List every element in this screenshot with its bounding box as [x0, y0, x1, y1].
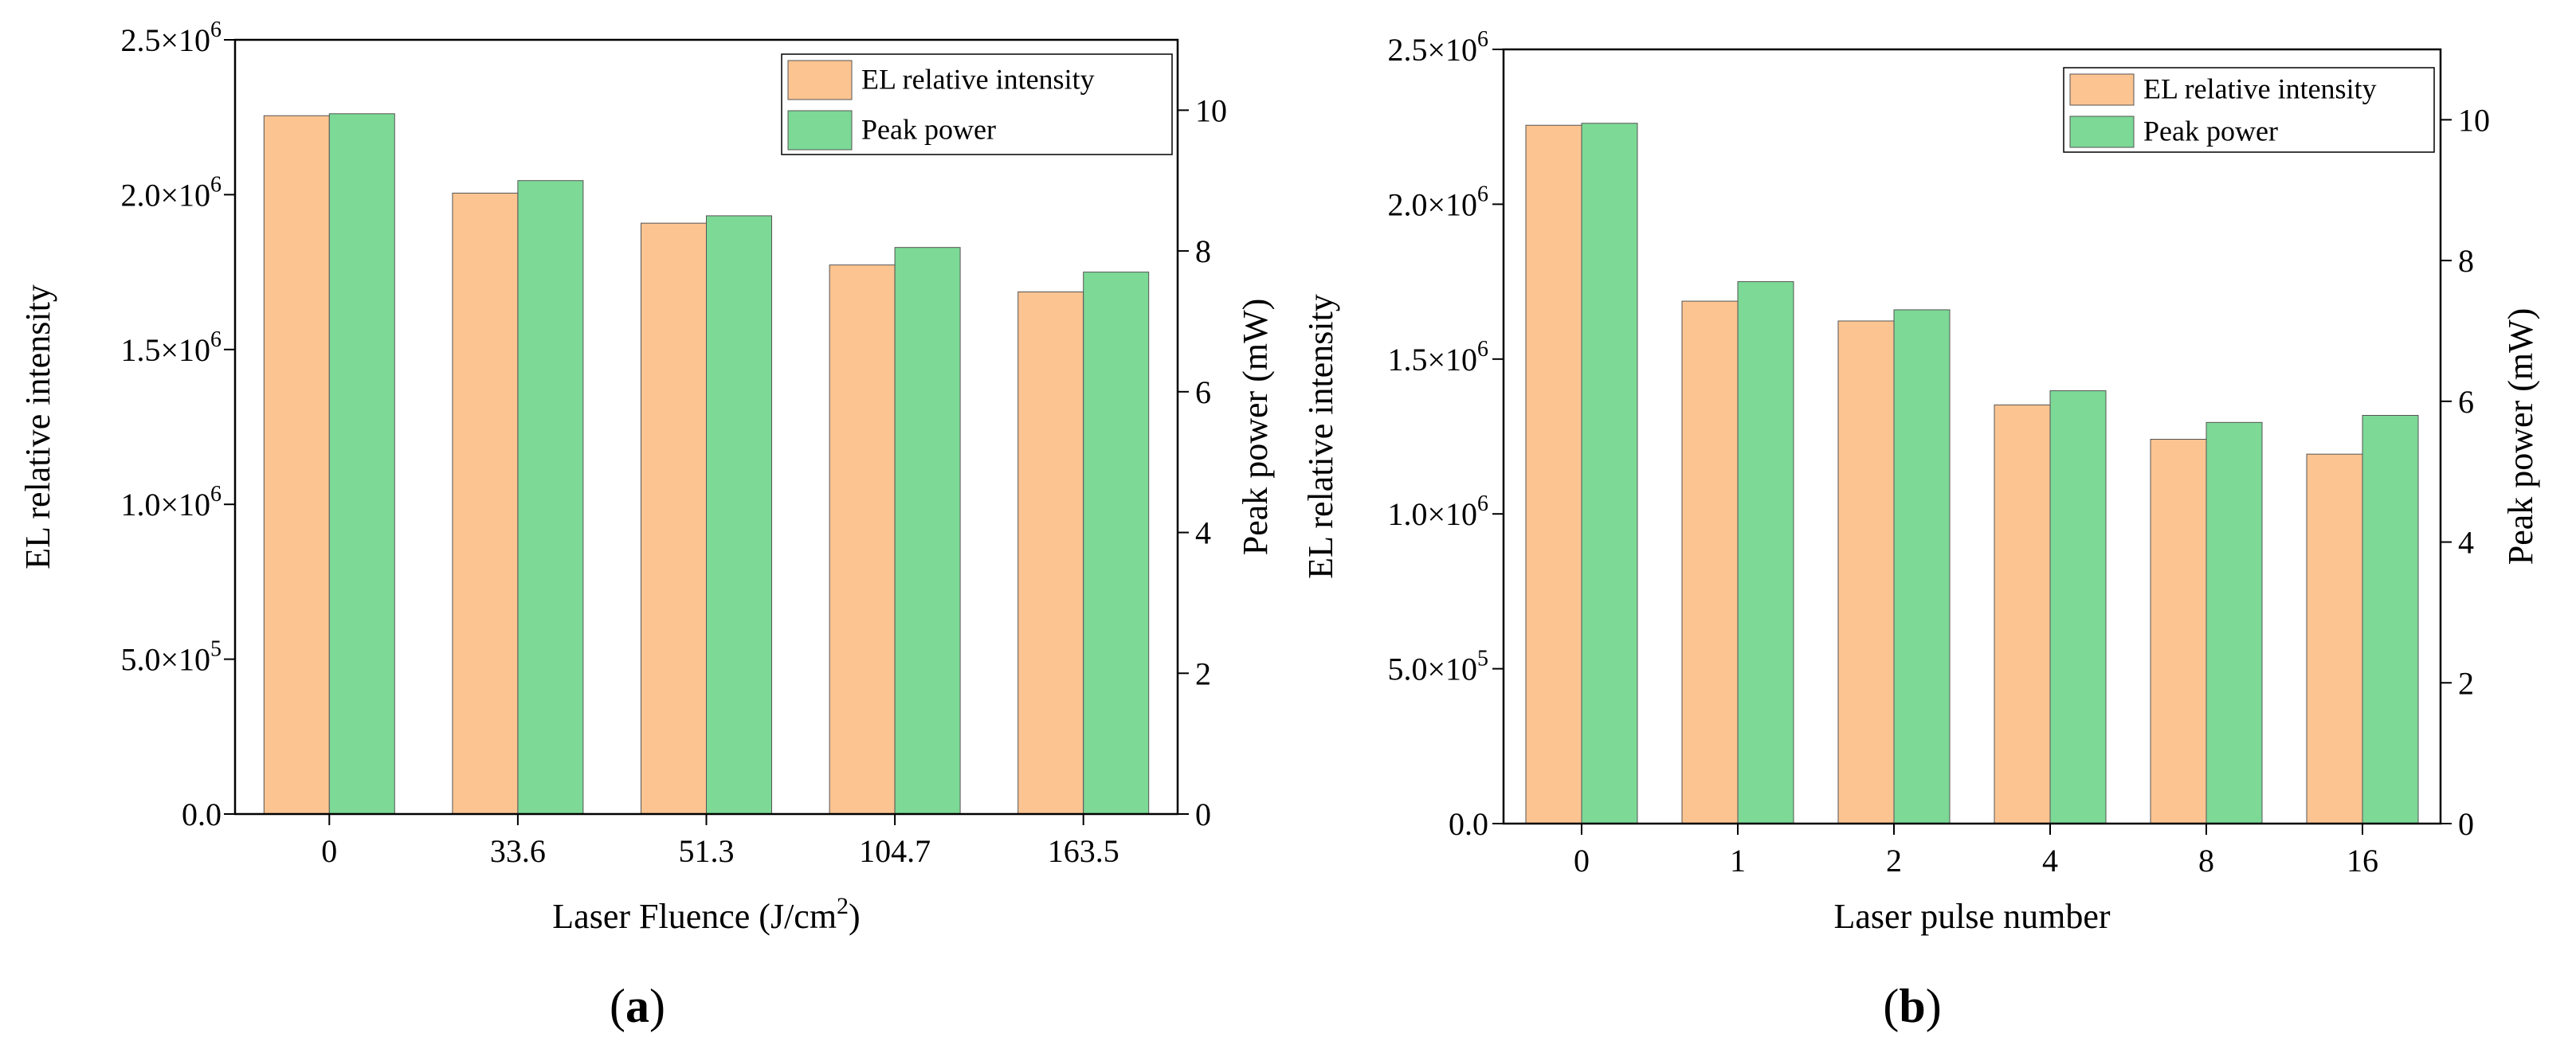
bar-el-relative-intensity: [1017, 291, 1084, 815]
x-tick-label: 51.3: [679, 833, 735, 869]
x-axis-title: Laser Fluence (J/cm2): [552, 893, 860, 936]
legend-label: EL relative intensity: [861, 64, 1095, 96]
bar-el-relative-intensity: [829, 264, 896, 815]
chart-panel-a: 0 33.6 51.3 104.7 163.5 0.0 5.0×105 1.0×106 1.5×…: [18, 18, 1275, 1032]
x-tick-label: 2: [1886, 843, 1902, 879]
bar-el-relative-intensity: [1525, 124, 1582, 824]
legend-swatch-peak: [787, 110, 853, 151]
y-tick-label: 0.0: [182, 797, 222, 832]
bar-el-relative-intensity: [2150, 438, 2207, 824]
y-axis-title: EL relative intensity: [1301, 294, 1340, 579]
y2-axis-title: Peak power (mW): [2501, 308, 2540, 566]
bar-el-relative-intensity: [1681, 300, 1739, 824]
legend-label: Peak power: [2143, 115, 2278, 147]
bar-peak-power: [2362, 414, 2419, 824]
x-tick-label: 104.7: [859, 833, 931, 869]
legend-label: Peak power: [861, 114, 996, 146]
bar-peak-power: [2205, 421, 2263, 824]
legend: EL relative intensity Peak power: [2063, 67, 2435, 153]
bar-el-relative-intensity: [641, 222, 707, 815]
y-tick-label: 2.0×106: [1387, 182, 1488, 222]
y-tick-label: 1.0×106: [120, 482, 222, 523]
x-tick-label: 16: [2347, 843, 2378, 879]
bar-peak-power: [706, 215, 772, 815]
y2-tick-label: 10: [1195, 92, 1227, 128]
x-tick-label: 8: [2198, 843, 2214, 879]
y-tick-label: 5.0×105: [1387, 647, 1488, 687]
y2-tick-label: 10: [2458, 102, 2490, 138]
y2-tick-label: 8: [2458, 243, 2474, 279]
bar-el-relative-intensity: [263, 115, 330, 815]
x-tick-label: 0: [321, 833, 337, 869]
bar-peak-power: [328, 113, 395, 815]
plot-frame: [233, 38, 1179, 816]
legend-label: EL relative intensity: [2143, 73, 2377, 105]
y2-tick-label: 8: [1195, 233, 1211, 269]
bar-el-relative-intensity: [452, 192, 519, 815]
bar-peak-power: [1737, 281, 1794, 824]
x-tick-label: 33.6: [490, 833, 546, 869]
chart-panel-b: 0 1 2 4 8 16 0.0 5.0×105 1.0×106 1.5×106 2.0×106 2.…: [1301, 27, 2540, 1032]
x-tick-label: 163.5: [1048, 833, 1119, 869]
y-axis-title: EL relative intensity: [18, 284, 57, 570]
bar-el-relative-intensity: [1994, 404, 2051, 824]
y-tick-label: 5.0×105: [120, 637, 222, 678]
bar-el-relative-intensity: [1837, 320, 1895, 824]
y2-tick-label: 4: [1195, 515, 1211, 551]
y2-axis-title: Peak power (mW): [1236, 299, 1275, 556]
x-axis-title: Laser pulse number: [1834, 897, 2111, 936]
bar-peak-power: [517, 180, 584, 815]
y-tick-label: 2.5×106: [120, 18, 222, 58]
x-tick-label: 4: [2042, 843, 2058, 879]
y2-tick-label: 2: [2458, 665, 2474, 701]
y-tick-label: 0.0: [1449, 806, 1488, 842]
y-tick-label: 1.0×106: [1387, 491, 1488, 532]
x-tick-label: 1: [1730, 843, 1746, 879]
bar-peak-power: [2049, 390, 2107, 824]
bar-el-relative-intensity: [2306, 453, 2363, 824]
y-tick-label: 2.0×106: [120, 172, 222, 213]
y2-tick-label: 0: [1195, 797, 1211, 832]
legend: EL relative intensity Peak power: [781, 53, 1173, 155]
plot-frame: [1502, 48, 2442, 825]
panel-label: (b): [1883, 980, 1941, 1032]
bar-peak-power: [1581, 123, 1638, 824]
y2-tick-label: 6: [1195, 374, 1211, 410]
legend-swatch-el: [2069, 73, 2135, 106]
legend-swatch-el: [787, 60, 853, 100]
bar-peak-power: [894, 247, 961, 815]
y2-tick-label: 6: [2458, 384, 2474, 420]
legend-swatch-peak: [2069, 115, 2135, 148]
y-tick-label: 1.5×106: [1387, 337, 1488, 378]
y-tick-label: 2.5×106: [1387, 27, 1488, 68]
y2-tick-label: 4: [2458, 525, 2474, 561]
bar-peak-power: [1893, 309, 1951, 824]
y2-tick-label: 0: [2458, 806, 2474, 842]
panel-label: (a): [610, 980, 665, 1032]
y2-tick-label: 2: [1195, 656, 1211, 691]
x-tick-label: 0: [1574, 843, 1590, 879]
y-tick-label: 1.5×106: [120, 327, 222, 368]
bar-peak-power: [1083, 272, 1150, 815]
